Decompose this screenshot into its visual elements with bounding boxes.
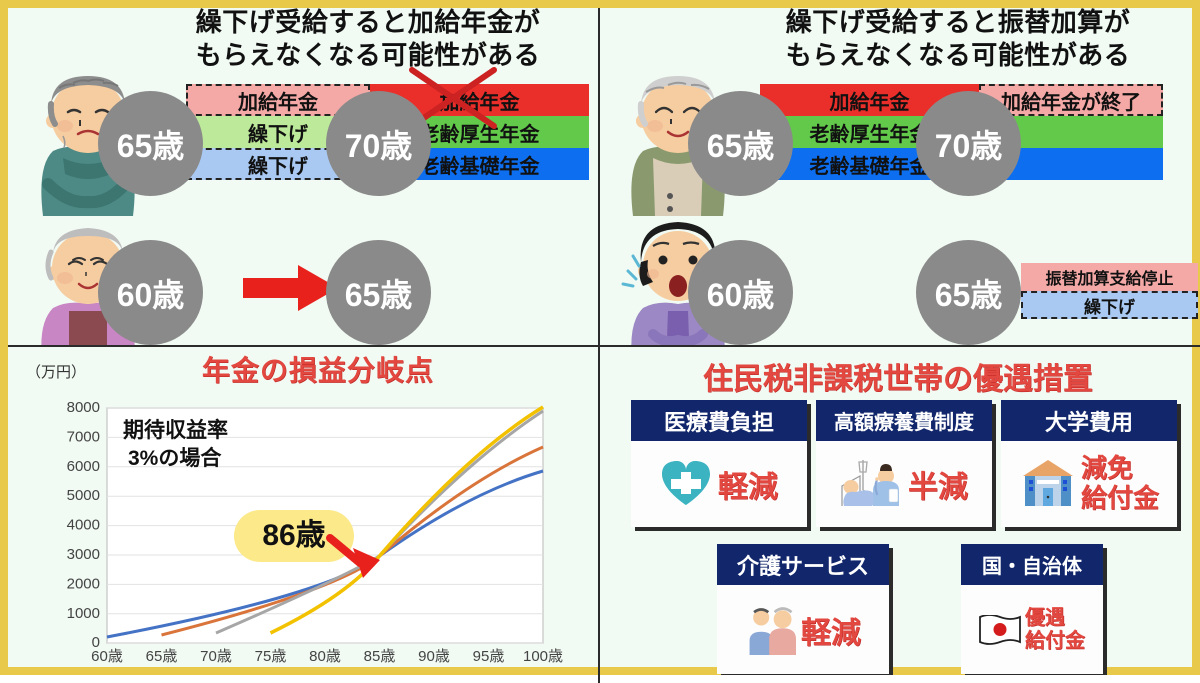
svg-text:80歳: 80歳: [309, 648, 341, 665]
svg-text:6000: 6000: [67, 458, 100, 475]
svg-text:100歳: 100歳: [523, 648, 563, 665]
svg-text:4000: 4000: [67, 517, 100, 534]
svg-text:75歳: 75歳: [255, 648, 287, 665]
svg-text:3%の場合: 3%の場合: [128, 446, 222, 470]
svg-text:5000: 5000: [67, 487, 100, 504]
svg-text:95歳: 95歳: [473, 648, 505, 665]
svg-text:3000: 3000: [67, 546, 100, 563]
svg-text:65歳: 65歳: [146, 648, 178, 665]
svg-text:8000: 8000: [67, 399, 100, 416]
svg-text:1000: 1000: [67, 605, 100, 622]
svg-text:90歳: 90歳: [418, 648, 450, 665]
svg-text:7000: 7000: [67, 428, 100, 445]
svg-text:86歳: 86歳: [262, 519, 325, 552]
svg-text:2000: 2000: [67, 575, 100, 592]
svg-text:60歳: 60歳: [91, 648, 123, 665]
svg-text:85歳: 85歳: [364, 648, 396, 665]
svg-text:70歳: 70歳: [200, 648, 232, 665]
svg-text:期待収益率: 期待収益率: [123, 418, 228, 442]
